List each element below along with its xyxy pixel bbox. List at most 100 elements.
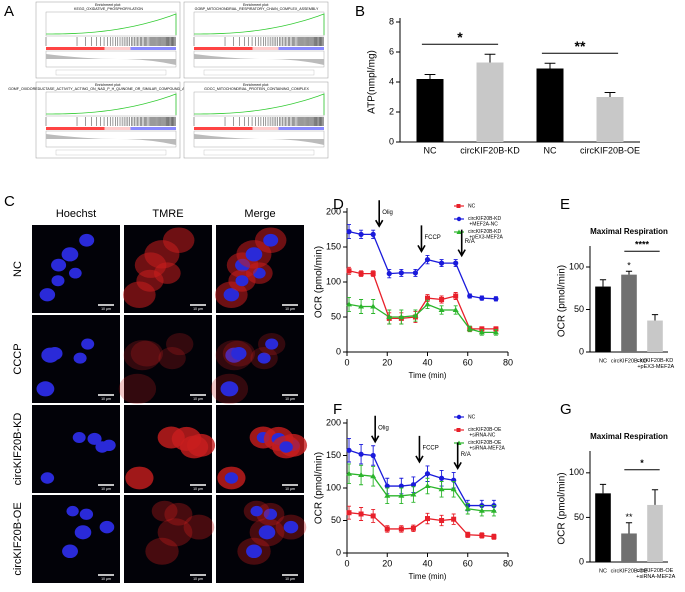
nucleus bbox=[79, 508, 94, 520]
chart-title: Maximal Respiration bbox=[590, 227, 668, 236]
gsea-curve bbox=[45, 13, 177, 35]
point bbox=[358, 271, 364, 277]
legend-label: NC bbox=[468, 414, 476, 420]
x-tick-label: circKIF20B-KD bbox=[460, 145, 520, 155]
x-tick-label: NC bbox=[599, 358, 607, 364]
point bbox=[412, 270, 419, 276]
gsea-hits bbox=[193, 117, 324, 126]
y-tick-label: 150 bbox=[326, 450, 341, 460]
cell-body bbox=[130, 340, 163, 367]
gsea-title: Enrichment plot: KEGG_OXIDATIVE_PHOSPHOR… bbox=[73, 3, 143, 11]
cell-body bbox=[123, 340, 161, 371]
gsea-title: Enrichment plot: GOCC_MITOCHONDRIAL_PROT… bbox=[203, 83, 309, 91]
significance-label: * bbox=[640, 458, 644, 468]
point bbox=[479, 532, 485, 538]
injection-arrow bbox=[375, 200, 384, 228]
nucleus bbox=[87, 432, 102, 445]
panel-label: E bbox=[560, 196, 570, 213]
legend-label: circKIF20B-KD +MEF2A-NC bbox=[468, 216, 501, 228]
point bbox=[425, 516, 430, 522]
series-line bbox=[348, 473, 494, 512]
point bbox=[424, 471, 431, 477]
x-tick-label: circKIF20B-KD bbox=[611, 358, 647, 364]
gsea-legend bbox=[55, 149, 167, 156]
x-tick-label: circKIF20B-KD +pEX3-MEF2A bbox=[636, 358, 675, 370]
nucleus bbox=[95, 441, 109, 453]
nucleus bbox=[263, 508, 278, 520]
legend-marker bbox=[456, 414, 462, 420]
y-tick-label: 200 bbox=[326, 417, 341, 427]
gsea-rank-red bbox=[46, 127, 105, 130]
nucleus bbox=[81, 338, 95, 350]
legend-label: circKIF20B-OE +siRNA-NC bbox=[468, 427, 502, 439]
gsea-frame bbox=[35, 81, 181, 159]
y-tick-label: 0 bbox=[336, 346, 341, 356]
injection-arrow bbox=[370, 415, 380, 444]
significance-label: * bbox=[457, 29, 463, 45]
y-tick-label: 100 bbox=[326, 482, 341, 492]
point bbox=[492, 329, 499, 335]
cell-body bbox=[151, 500, 178, 522]
nucleus bbox=[40, 472, 55, 484]
point bbox=[384, 492, 391, 498]
point bbox=[386, 314, 393, 319]
point bbox=[438, 475, 445, 481]
nucleus bbox=[72, 431, 86, 443]
point bbox=[410, 482, 417, 488]
point bbox=[398, 270, 404, 276]
point bbox=[370, 231, 376, 237]
point bbox=[398, 314, 405, 319]
y-axis-label: OCR (pmol/min) bbox=[557, 472, 568, 544]
x-tick-label: 0 bbox=[344, 558, 349, 568]
y-tick-label: 2 bbox=[389, 106, 394, 116]
nucleus bbox=[231, 347, 247, 361]
nucleus bbox=[245, 247, 263, 262]
error-bar bbox=[651, 489, 659, 505]
gsea-metric bbox=[194, 54, 324, 65]
gsea-hits bbox=[193, 37, 324, 46]
gsea-hits bbox=[45, 37, 176, 46]
nucleus bbox=[263, 233, 279, 247]
scale-bar-label: 10 μm bbox=[101, 307, 111, 311]
gsea-legend bbox=[203, 149, 315, 156]
point bbox=[424, 301, 431, 307]
bar bbox=[621, 274, 637, 352]
x-tick-label: NC bbox=[424, 145, 437, 155]
panel-label: A bbox=[4, 3, 14, 20]
legend-label: circKIF20B-OE +siRNA-MEF2A bbox=[468, 440, 505, 452]
y-tick-label: 50 bbox=[331, 311, 341, 321]
point bbox=[412, 312, 419, 318]
nucleus bbox=[250, 505, 263, 517]
x-tick-label: circKIF20B-OE bbox=[611, 568, 648, 574]
x-tick-label: 0 bbox=[344, 357, 349, 367]
x-tick-label: 20 bbox=[382, 558, 392, 568]
point bbox=[466, 325, 473, 331]
nucleus bbox=[47, 347, 63, 361]
nucleus bbox=[39, 288, 56, 302]
error-bar bbox=[599, 279, 607, 287]
panel-label: D bbox=[333, 196, 344, 213]
gsea-rank-blue bbox=[130, 127, 176, 130]
point bbox=[384, 483, 390, 489]
gsea-curve bbox=[193, 13, 325, 35]
gsea-frame bbox=[183, 1, 329, 79]
x-tick-label: NC bbox=[544, 145, 557, 155]
gsea-curve bbox=[45, 93, 177, 115]
injection-arrow bbox=[457, 229, 466, 258]
point bbox=[370, 473, 377, 479]
gsea-rank-blue bbox=[130, 47, 176, 50]
gsea-rank-red bbox=[194, 127, 253, 130]
gsea-legend bbox=[55, 69, 167, 76]
y-tick-label: 0 bbox=[579, 556, 584, 566]
point bbox=[438, 307, 445, 312]
nucleus bbox=[257, 352, 271, 364]
point bbox=[370, 271, 376, 277]
error-bar bbox=[651, 314, 659, 321]
cell-body bbox=[158, 347, 186, 370]
x-tick-label: 60 bbox=[463, 558, 473, 568]
scale-bar-label: 10 μm bbox=[101, 577, 111, 581]
legend-label: circKIF20B-KD +pEX3-MEF2A bbox=[468, 229, 504, 241]
column-header: Hoechst bbox=[56, 208, 96, 220]
chart-title: Maximal Respiration bbox=[590, 432, 668, 441]
gsea-rank-mid bbox=[104, 47, 131, 50]
